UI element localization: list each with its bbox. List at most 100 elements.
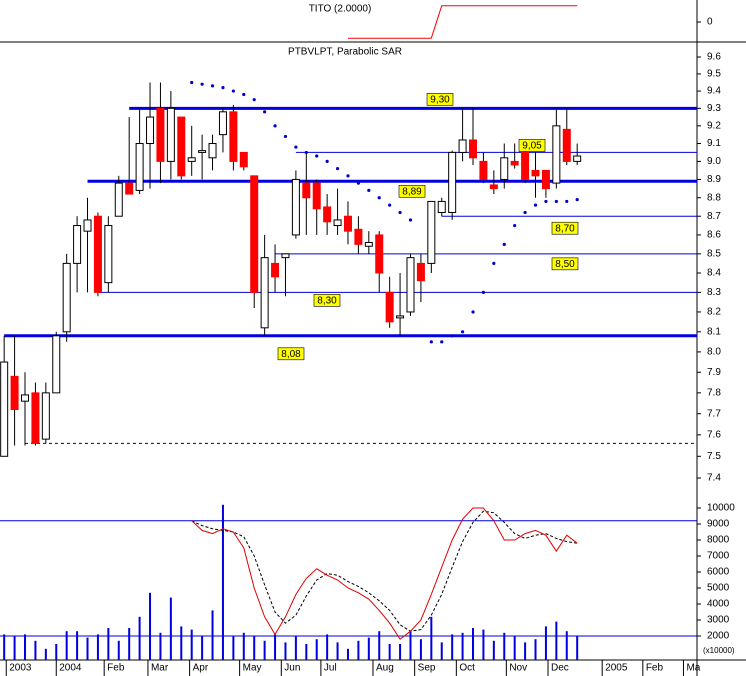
sar-dot xyxy=(408,218,413,222)
level-label: 8,50 xyxy=(555,259,575,270)
volume-bar xyxy=(305,644,308,660)
sar-dot xyxy=(502,242,506,246)
candle-body xyxy=(500,157,509,180)
volume-bar xyxy=(128,628,131,660)
sar-dot xyxy=(283,134,288,139)
candle-body xyxy=(354,228,363,245)
volume-bar xyxy=(232,636,235,660)
volume-bar xyxy=(399,644,402,660)
x-tick-label: Aug xyxy=(376,663,394,674)
y-tick-label: 5000 xyxy=(707,583,730,594)
candle-body xyxy=(104,225,113,284)
candle-body xyxy=(62,262,71,333)
volume-bar xyxy=(294,636,297,660)
candle-body xyxy=(21,394,30,402)
sar-dot xyxy=(263,110,267,114)
y-tick-label: 8.0 xyxy=(707,347,721,358)
sar-dot xyxy=(315,154,319,158)
candle-body xyxy=(187,157,196,162)
sar-dot xyxy=(210,84,215,88)
candle-body xyxy=(125,182,134,195)
level-label-box xyxy=(426,93,454,106)
volume-bar xyxy=(555,621,558,660)
sar-dot xyxy=(325,159,329,163)
x-tick-label: Ma xyxy=(686,663,700,674)
x-tick-label: 2003 xyxy=(9,663,32,674)
sar-dot xyxy=(440,340,444,344)
candle-body xyxy=(260,257,269,329)
volume-bar xyxy=(315,639,318,660)
volume-bar xyxy=(242,632,245,660)
y-tick-label: 8.6 xyxy=(707,230,721,241)
candle-body xyxy=(323,206,332,223)
candle-body xyxy=(541,169,550,190)
volume-bar xyxy=(24,634,27,660)
candle-body xyxy=(375,234,384,274)
volume-bar xyxy=(201,636,204,660)
volume-bar xyxy=(284,642,287,660)
candle-body xyxy=(166,107,175,162)
unit-label: (x10000) xyxy=(703,646,735,655)
sar-dot xyxy=(398,210,402,215)
volume-bar xyxy=(346,648,349,660)
candle-body xyxy=(489,184,498,190)
x-tick-label: Apr xyxy=(193,663,209,674)
y-tick-label: 7.8 xyxy=(707,387,721,398)
y-tick-label: 6000 xyxy=(707,567,730,578)
volume-bar xyxy=(149,592,152,660)
candle-body xyxy=(0,361,9,457)
candle-body xyxy=(396,315,405,319)
candle-body xyxy=(291,178,300,236)
volume-bar xyxy=(117,640,120,660)
volume-bar xyxy=(451,634,454,660)
candle-body xyxy=(521,151,530,180)
volume-bar xyxy=(211,610,214,660)
volume-bar xyxy=(378,631,381,660)
candle-body xyxy=(469,139,478,159)
volume-bar xyxy=(576,636,579,660)
sar-dot xyxy=(231,89,235,93)
sar-dot xyxy=(273,124,277,128)
x-tick-label: Mar xyxy=(151,663,169,674)
volume-bar xyxy=(86,637,89,660)
sar-dot xyxy=(346,174,350,178)
volume-bar xyxy=(492,640,495,660)
candle-body xyxy=(156,107,165,162)
volume-bar xyxy=(409,631,412,660)
y-tick-label: 10000 xyxy=(707,503,735,514)
volume-bar xyxy=(96,634,99,660)
x-tick-label: Sep xyxy=(418,663,436,674)
volume-bar xyxy=(357,640,360,660)
volume-bar xyxy=(3,634,6,660)
level-label-box xyxy=(398,184,426,198)
sar-dot xyxy=(377,196,381,200)
volume-bar xyxy=(169,597,172,660)
candle-body xyxy=(271,262,280,278)
candle-body xyxy=(333,219,342,227)
y-tick-label: 9.1 xyxy=(707,138,721,149)
x-tick-label: Oct xyxy=(459,663,475,674)
sar-dot xyxy=(565,199,569,204)
volume-bar xyxy=(253,636,256,660)
level-label-box xyxy=(518,139,546,152)
volume-bar xyxy=(482,629,485,660)
y-tick-label: 3000 xyxy=(707,615,730,626)
candle-body xyxy=(573,155,582,162)
sar-dot xyxy=(554,199,558,204)
volume-bar xyxy=(565,631,568,660)
y-tick-label: 9000 xyxy=(707,519,730,530)
sar-dot xyxy=(460,330,465,334)
x-tick-label: Dec xyxy=(551,663,569,674)
candle-body xyxy=(208,143,217,159)
sar-dot xyxy=(450,334,454,338)
candle-body xyxy=(250,175,259,293)
sar-dot xyxy=(356,181,360,185)
y-tick-label: 9.5 xyxy=(707,69,721,80)
stochastic-k xyxy=(191,507,578,640)
y-tick-label: 8.9 xyxy=(707,174,721,185)
volume-bar xyxy=(13,636,16,660)
level-label-box xyxy=(551,257,579,271)
volume-bar xyxy=(190,629,193,660)
candle-body xyxy=(479,160,488,180)
x-tick-label: Jul xyxy=(324,663,337,674)
